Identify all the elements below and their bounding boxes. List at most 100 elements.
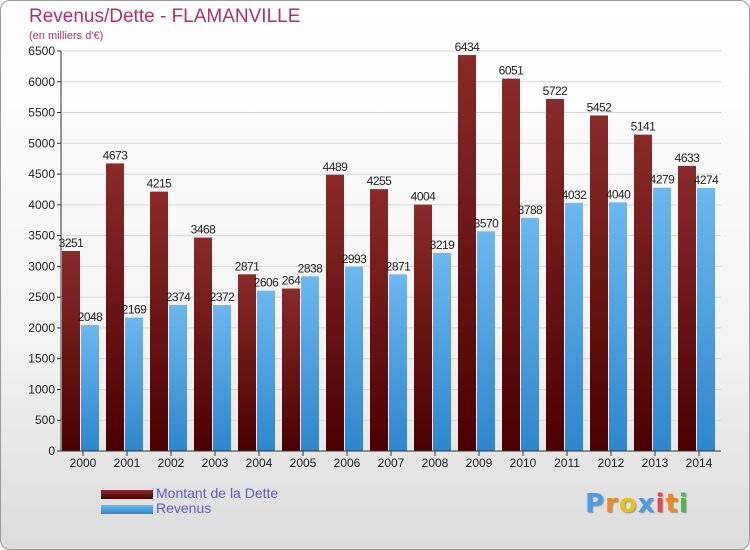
data-label-revenus: 4279 bbox=[650, 173, 676, 187]
x-tick-label: 2010 bbox=[510, 456, 537, 470]
data-label-dette: 4255 bbox=[367, 174, 393, 188]
logo-letter: r bbox=[605, 489, 619, 519]
y-tick-label: 1500 bbox=[28, 352, 55, 366]
y-tick-label: 6500 bbox=[28, 44, 55, 58]
data-label-dette: 3468 bbox=[191, 223, 217, 237]
x-tick-label: 2011 bbox=[554, 456, 580, 470]
data-label-revenus: 3788 bbox=[518, 203, 544, 217]
data-label-dette: 5141 bbox=[631, 120, 657, 134]
data-label-revenus: 3570 bbox=[474, 216, 500, 230]
y-tick-label: 4500 bbox=[28, 167, 55, 181]
legend-swatch-dette bbox=[101, 490, 153, 499]
x-tick-label: 2009 bbox=[466, 456, 493, 470]
axes: 0 500 1000 1500 2000 2500 3000 3500 4000 4500 5000… bbox=[28, 44, 721, 470]
chart-subtitle: (en milliers d'€) bbox=[29, 30, 104, 42]
x-tick-label: 2008 bbox=[422, 456, 449, 470]
bar-dette bbox=[370, 189, 388, 451]
x-tick-label: 2012 bbox=[598, 456, 625, 470]
data-label-revenus: 2374 bbox=[166, 290, 192, 304]
logo-letter: i bbox=[678, 489, 689, 519]
x-tick-label: 2003 bbox=[202, 456, 229, 470]
bar-revenus bbox=[521, 217, 539, 451]
x-tick-label: 2013 bbox=[642, 456, 669, 470]
bar-dette bbox=[458, 55, 476, 452]
y-tick-label: 5500 bbox=[28, 106, 55, 120]
x-tick-label: 2006 bbox=[334, 456, 361, 470]
bar-revenus bbox=[345, 266, 363, 451]
y-tick-label: 3500 bbox=[28, 229, 55, 243]
bar-dette bbox=[502, 78, 520, 451]
bar-dette bbox=[326, 174, 344, 451]
data-labels: 3251 2048 4673 2169 4215 2374 3468 2372 2871 2606… bbox=[59, 40, 720, 324]
legend-label-revenus: Revenus bbox=[156, 500, 212, 516]
bar-revenus bbox=[125, 317, 143, 451]
y-tick-label: 1000 bbox=[28, 382, 55, 396]
bar-dette bbox=[194, 237, 212, 451]
data-label-revenus: 2606 bbox=[254, 276, 280, 290]
y-tick-label: 500 bbox=[35, 413, 55, 427]
bar-dette bbox=[546, 98, 564, 451]
y-tick-label: 2500 bbox=[28, 290, 55, 304]
x-tick-label: 2007 bbox=[378, 456, 405, 470]
data-label-dette: 4673 bbox=[103, 148, 129, 162]
y-tick-label: 6000 bbox=[28, 75, 55, 89]
logo-letter: t bbox=[665, 489, 679, 519]
logo-letter: x bbox=[637, 489, 656, 519]
legend-swatch-revenus bbox=[101, 505, 153, 514]
data-label-revenus: 2838 bbox=[298, 261, 324, 275]
bar-revenus bbox=[697, 187, 715, 451]
bar-revenus bbox=[433, 252, 451, 451]
data-label-dette: 2871 bbox=[235, 259, 261, 273]
y-tick-label: 4000 bbox=[28, 198, 55, 212]
data-label-dette: 6434 bbox=[455, 40, 481, 54]
proxiti-logo: Proxiti bbox=[585, 489, 689, 519]
data-label-dette: 5722 bbox=[543, 84, 569, 98]
data-label-revenus: 2169 bbox=[122, 303, 148, 317]
bar-dette bbox=[106, 163, 124, 451]
logo-letter: i bbox=[655, 489, 666, 519]
data-label-revenus: 4032 bbox=[562, 188, 588, 202]
bar-revenus bbox=[609, 202, 627, 451]
bar-revenus bbox=[565, 202, 583, 451]
data-label-revenus: 2048 bbox=[78, 310, 104, 324]
data-label-revenus: 2993 bbox=[342, 252, 368, 266]
data-label-dette: 4633 bbox=[675, 151, 701, 165]
x-tick-label: 2002 bbox=[158, 456, 185, 470]
bar-dette bbox=[414, 204, 432, 451]
bars bbox=[62, 55, 715, 452]
logo-letter: P bbox=[585, 489, 606, 519]
data-label-dette: 5452 bbox=[587, 100, 613, 114]
y-tick-label: 0 bbox=[48, 444, 55, 458]
data-label-dette: 4215 bbox=[147, 177, 173, 191]
data-label-dette: 4004 bbox=[411, 190, 437, 204]
bar-dette bbox=[634, 134, 652, 451]
data-label-revenus: 2871 bbox=[386, 259, 412, 273]
bar-revenus bbox=[653, 187, 671, 451]
bar-dette bbox=[150, 191, 168, 451]
data-label-dette: 264 bbox=[282, 274, 301, 288]
y-tick-label: 2000 bbox=[28, 321, 55, 335]
y-tick-label: 3000 bbox=[28, 259, 55, 273]
bar-revenus bbox=[389, 274, 407, 451]
bar-revenus bbox=[213, 305, 231, 451]
bar-dette bbox=[590, 115, 608, 451]
data-label-dette: 3251 bbox=[59, 236, 85, 250]
logo-letter: o bbox=[618, 489, 638, 519]
bar-dette bbox=[62, 250, 80, 451]
bar-revenus bbox=[169, 304, 187, 451]
bar-revenus bbox=[477, 231, 495, 451]
bar-dette bbox=[238, 274, 256, 451]
data-label-dette: 4489 bbox=[323, 160, 349, 174]
x-tick-label: 2005 bbox=[290, 456, 317, 470]
x-tick-label: 2014 bbox=[686, 456, 713, 470]
data-label-revenus: 4274 bbox=[694, 173, 720, 187]
bar-dette bbox=[282, 288, 300, 451]
legend-label-dette: Montant de la Dette bbox=[156, 485, 279, 501]
bar-revenus bbox=[301, 276, 319, 451]
data-label-revenus: 3219 bbox=[430, 238, 456, 252]
bar-revenus bbox=[81, 324, 99, 451]
x-tick-label: 2004 bbox=[246, 456, 273, 470]
data-label-revenus: 4040 bbox=[606, 187, 632, 201]
